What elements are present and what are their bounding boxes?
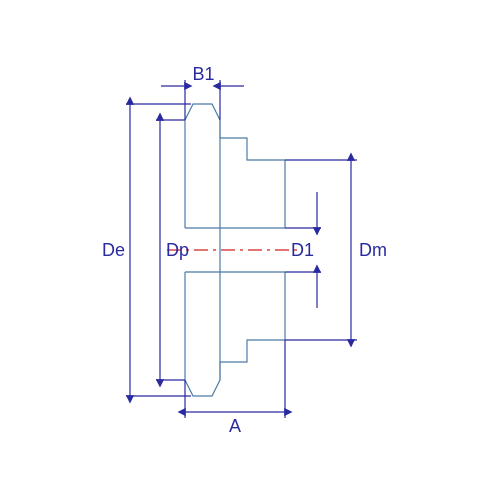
profile-upper: [185, 104, 285, 228]
label-de: De: [102, 240, 125, 260]
profile-lower: [185, 272, 285, 396]
label-dp: Dp: [166, 240, 189, 260]
label-d1: D1: [291, 240, 314, 260]
label-b1: B1: [193, 64, 215, 84]
label-dm: Dm: [359, 240, 387, 260]
label-a: A: [229, 416, 241, 436]
